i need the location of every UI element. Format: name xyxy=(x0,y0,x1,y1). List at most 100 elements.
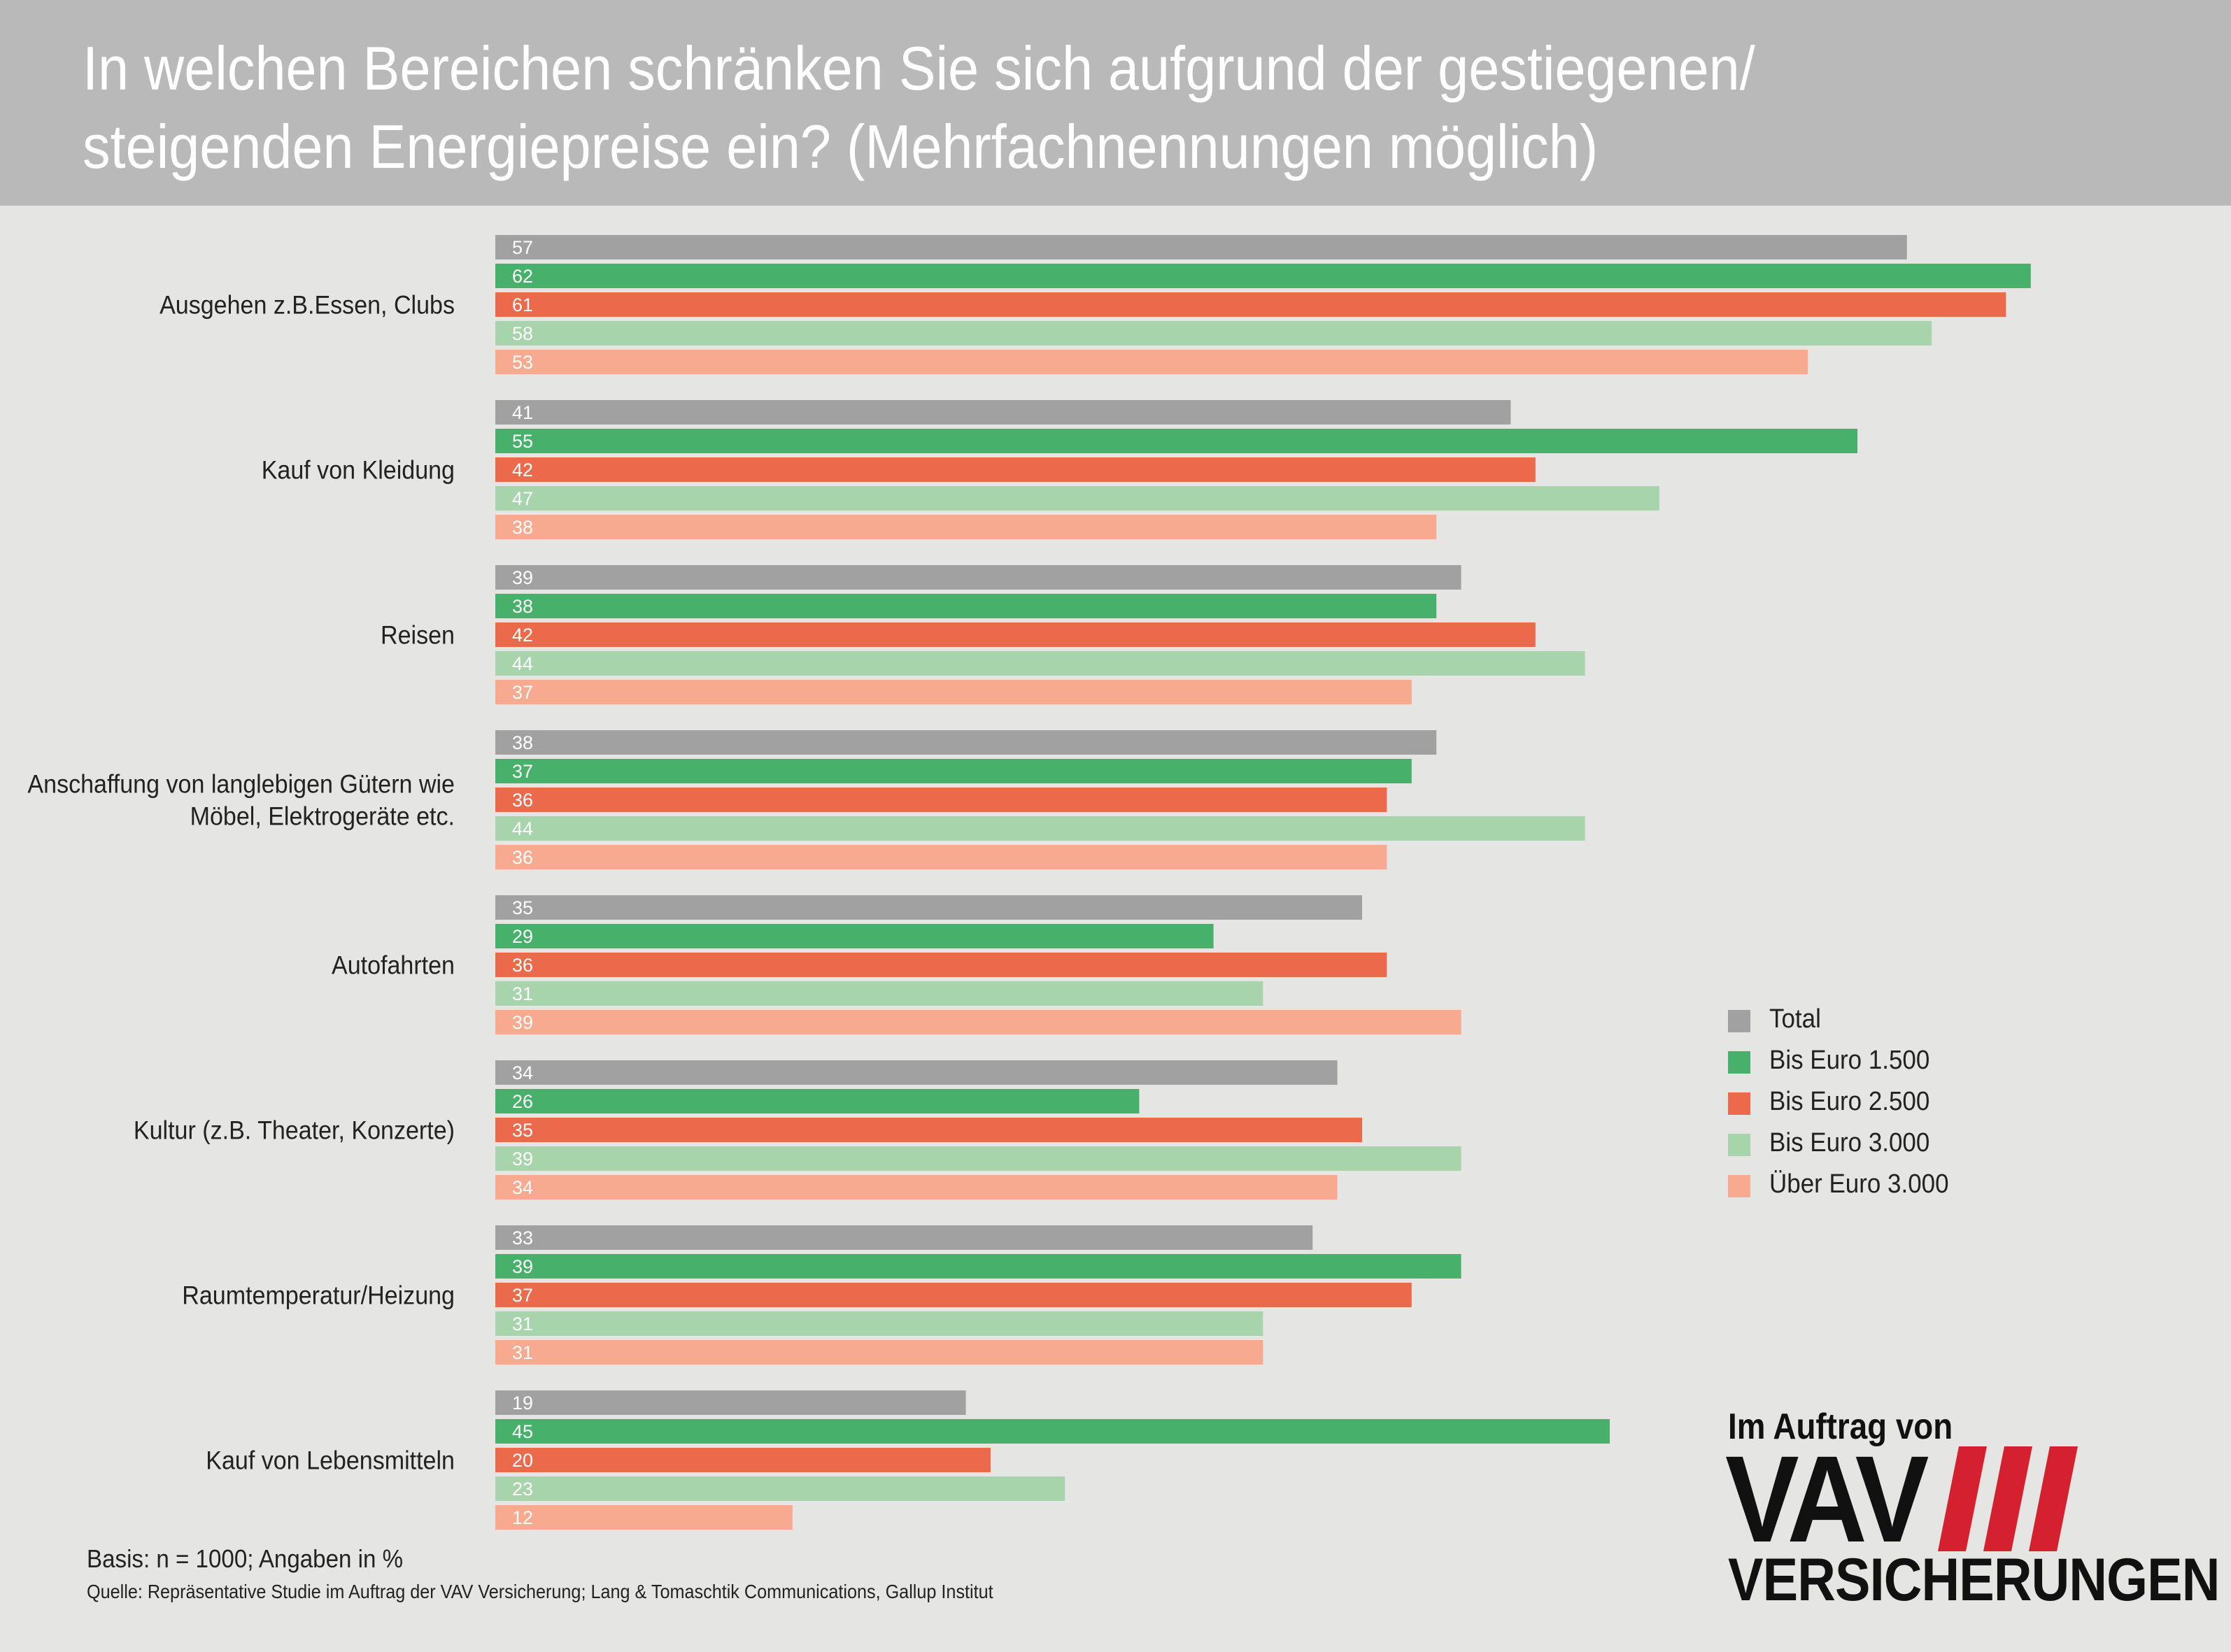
data-label: 35 xyxy=(512,897,533,918)
bar-ausgehen-z-b-essen-c-über-euro-3-000 xyxy=(495,350,1808,374)
data-label: 53 xyxy=(512,352,533,373)
data-label: 39 xyxy=(512,567,533,588)
data-label: 29 xyxy=(512,926,533,947)
vav-logo: Im Auftrag von VAV VERSICHERUNGEN xyxy=(1725,1406,2220,1616)
bar-kultur-z-b-theater-k-bis-euro-2-500 xyxy=(495,1118,1362,1142)
bar-anschaffung-von-lang-bis-euro-2-500 xyxy=(495,788,1387,812)
bar-autofahrten-total xyxy=(495,895,1362,920)
logo-wordmark: VAV xyxy=(1725,1431,1929,1568)
logo-subtitle: VERSICHERUNGEN xyxy=(1728,1546,2220,1614)
data-label: 39 xyxy=(512,1148,533,1169)
bar-raumtemperatur-heizu-über-euro-3-000 xyxy=(495,1340,1263,1365)
bar-kauf-von-kleidung-bis-euro-1-500 xyxy=(495,429,1857,453)
bar-raumtemperatur-heizu-total xyxy=(495,1225,1313,1250)
legend-swatch xyxy=(1728,1010,1750,1032)
data-label: 31 xyxy=(512,1313,533,1334)
data-label: 62 xyxy=(512,266,533,287)
data-label: 37 xyxy=(512,761,533,782)
bar-reisen-bis-euro-3-000 xyxy=(495,651,1585,676)
data-label: 47 xyxy=(512,488,533,509)
bar-reisen-über-euro-3-000 xyxy=(495,680,1412,704)
data-label: 61 xyxy=(512,294,533,315)
bar-anschaffung-von-lang-total xyxy=(495,730,1437,755)
data-label: 23 xyxy=(512,1479,533,1500)
data-label: 31 xyxy=(512,983,533,1004)
data-label: 26 xyxy=(512,1091,533,1112)
bar-kauf-von-kleidung-bis-euro-3-000 xyxy=(495,486,1659,511)
bar-anschaffung-von-lang-bis-euro-1-500 xyxy=(495,759,1412,783)
data-label: 45 xyxy=(512,1421,533,1442)
legend-swatch xyxy=(1728,1134,1750,1156)
bar-raumtemperatur-heizu-bis-euro-2-500 xyxy=(495,1283,1412,1307)
data-label: 39 xyxy=(512,1256,533,1277)
data-label: 34 xyxy=(512,1177,533,1198)
bar-kauf-von-kleidung-über-euro-3-000 xyxy=(495,515,1437,539)
bar-raumtemperatur-heizu-bis-euro-1-500 xyxy=(495,1254,1461,1279)
category-label-anschaffung-von-langlebigen-gü: Anschaffung von langlebigen Gütern wie Mö… xyxy=(27,769,455,831)
category-label-autofahrten: Autofahrten xyxy=(332,950,455,980)
data-label: 19 xyxy=(512,1393,533,1414)
logo-stripes-icon xyxy=(1938,1446,2078,1551)
bar-kauf-von-lebensmitte-total xyxy=(495,1390,966,1415)
bar-kauf-von-kleidung-total xyxy=(495,400,1511,425)
data-label: 39 xyxy=(512,1012,533,1033)
data-label: 36 xyxy=(512,790,533,811)
chart-title: In welchen Bereichen schränken Sie sich … xyxy=(83,29,1908,186)
category-label-ausgehen-z-b-essen-clubs: Ausgehen z.B.Essen, Clubs xyxy=(160,290,455,320)
bar-ausgehen-z-b-essen-c-total xyxy=(495,235,1907,259)
data-label: 12 xyxy=(512,1507,533,1528)
bar-autofahrten-bis-euro-3-000 xyxy=(495,981,1263,1006)
legend-label: Total xyxy=(1769,1004,1821,1034)
data-label: 31 xyxy=(512,1342,533,1363)
data-label: 38 xyxy=(512,732,533,753)
bar-kauf-von-lebensmitte-bis-euro-3-000 xyxy=(495,1476,1065,1501)
bar-kultur-z-b-theater-k-bis-euro-3-000 xyxy=(495,1146,1461,1171)
chart-title-line-2: steigenden Energiepreise ein? (Mehrfachn… xyxy=(83,112,1599,181)
bar-kauf-von-kleidung-bis-euro-2-500 xyxy=(495,457,1536,482)
bar-anschaffung-von-lang-über-euro-3-000 xyxy=(495,845,1387,869)
legend-swatch xyxy=(1728,1051,1750,1074)
legend-label: Über Euro 3.000 xyxy=(1769,1169,1949,1199)
data-label: 57 xyxy=(512,237,533,258)
legend-label: Bis Euro 2.500 xyxy=(1769,1087,1930,1116)
title-banner: In welchen Bereichen schränken Sie sich … xyxy=(0,0,2231,206)
bar-reisen-bis-euro-1-500 xyxy=(495,594,1437,618)
basis-note: Basis: n = 1000; Angaben in % xyxy=(87,1544,404,1573)
data-label: 37 xyxy=(512,682,533,703)
legend-swatch xyxy=(1728,1092,1750,1115)
bar-reisen-total xyxy=(495,565,1461,590)
bar-anschaffung-von-lang-bis-euro-3-000 xyxy=(495,816,1585,841)
bar-kultur-z-b-theater-k-total xyxy=(495,1060,1338,1085)
bar-autofahrten-bis-euro-1-500 xyxy=(495,924,1214,948)
data-label: 42 xyxy=(512,625,533,646)
data-label: 41 xyxy=(512,402,533,423)
data-label: 33 xyxy=(512,1227,533,1248)
data-label: 35 xyxy=(512,1120,533,1141)
data-label: 42 xyxy=(512,460,533,480)
category-label-raumtemperatur-heizung: Raumtemperatur/Heizung xyxy=(182,1281,455,1310)
bar-kultur-z-b-theater-k-über-euro-3-000 xyxy=(495,1175,1338,1199)
legend-swatch xyxy=(1728,1175,1750,1197)
bar-kultur-z-b-theater-k-bis-euro-1-500 xyxy=(495,1089,1140,1113)
legend-label: Bis Euro 1.500 xyxy=(1769,1046,1930,1075)
bar-autofahrten-bis-euro-2-500 xyxy=(495,953,1387,977)
bar-raumtemperatur-heizu-bis-euro-3-000 xyxy=(495,1311,1263,1336)
data-label: 36 xyxy=(512,955,533,976)
data-label: 44 xyxy=(512,818,533,839)
data-label: 38 xyxy=(512,517,533,538)
bar-autofahrten-über-euro-3-000 xyxy=(495,1010,1461,1034)
data-label: 20 xyxy=(512,1450,533,1471)
legend-label: Bis Euro 3.000 xyxy=(1769,1128,1930,1158)
bar-kauf-von-lebensmitte-über-euro-3-000 xyxy=(495,1505,793,1530)
bar-reisen-bis-euro-2-500 xyxy=(495,622,1536,647)
chart-title-line-1: In welchen Bereichen schränken Sie sich … xyxy=(83,34,1755,103)
bar-ausgehen-z-b-essen-c-bis-euro-2-500 xyxy=(495,292,2006,317)
category-label-kauf-von-lebensmitteln: Kauf von Lebensmitteln xyxy=(206,1446,455,1475)
category-label-reisen: Reisen xyxy=(381,620,455,650)
data-label: 58 xyxy=(512,323,533,344)
bar-kauf-von-lebensmitte-bis-euro-1-500 xyxy=(495,1419,1610,1444)
data-label: 37 xyxy=(512,1285,533,1306)
data-label: 55 xyxy=(512,431,533,452)
category-label-kultur-z-b-theater-konzerte: Kultur (z.B. Theater, Konzerte) xyxy=(134,1116,455,1145)
